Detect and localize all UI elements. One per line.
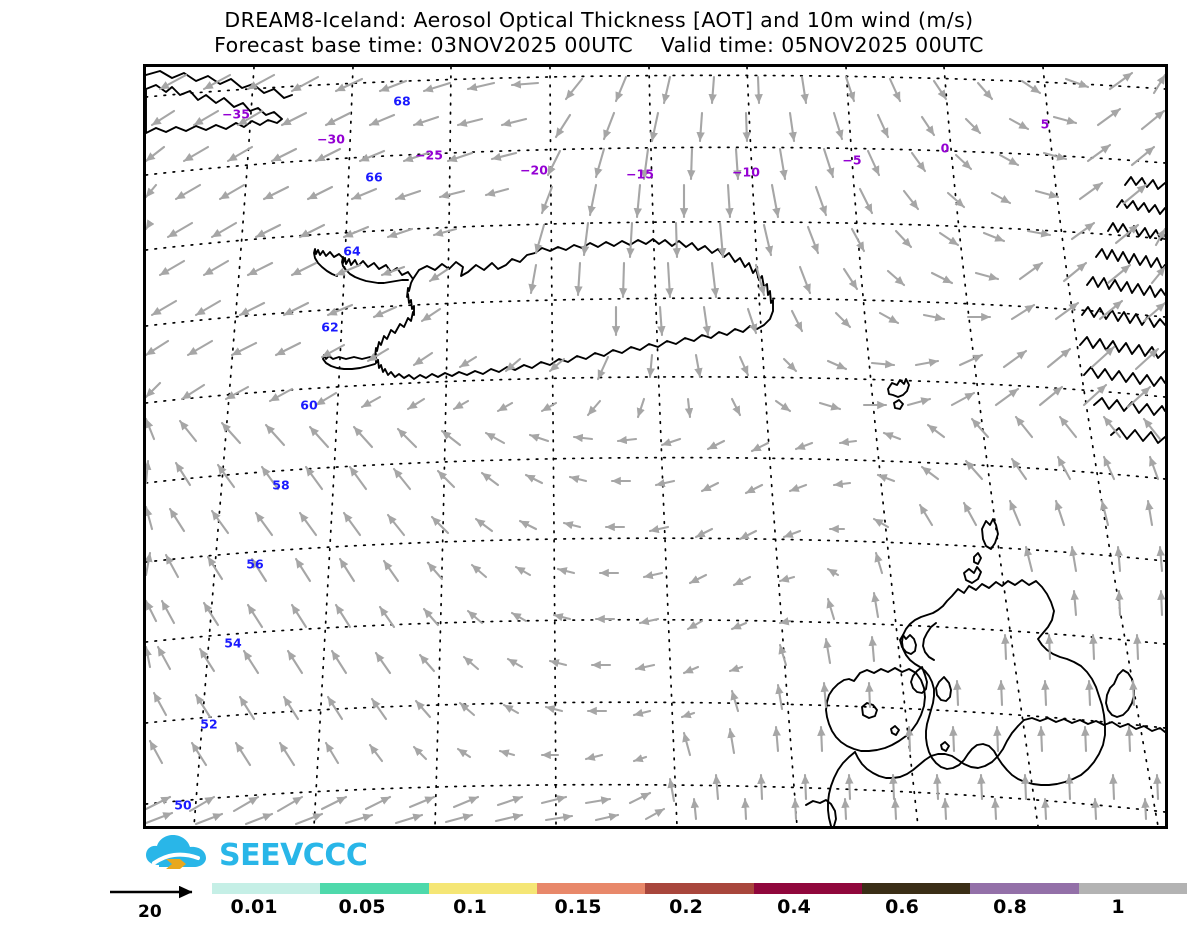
lat-label-60: 60 — [300, 397, 318, 413]
colorbar-tick-8: 1 — [1111, 896, 1125, 918]
colorbar-tick-3: 0.15 — [554, 896, 602, 918]
wind-vector-field — [146, 71, 1165, 826]
colorbar-segment-8 — [970, 883, 1079, 894]
lon-label-m25: −25 — [415, 147, 443, 163]
cloud-icon — [146, 835, 206, 869]
chart-title-block: DREAM8-Iceland: Aerosol Optical Thicknes… — [0, 8, 1198, 58]
colorbar-segment-9 — [1078, 883, 1187, 894]
colorbar-tick-6: 0.6 — [885, 896, 919, 918]
colorbar-tick-labels: 0.01 0.05 0.1 0.15 0.2 0.4 0.6 0.8 1 — [212, 896, 1187, 922]
wind-scale-label: 20 — [138, 902, 162, 922]
colorbar-segment-2 — [320, 883, 429, 894]
lat-label-62: 62 — [321, 319, 339, 335]
wind-scale-key: 20 — [108, 884, 212, 924]
colorbar-segment-4 — [536, 883, 646, 894]
map-panel[interactable]: 50 52 54 56 58 60 62 64 66 68 −35 −30 −2… — [143, 64, 1168, 829]
lat-label-68: 68 — [393, 93, 411, 109]
colorbar-segment-3 — [428, 883, 537, 894]
coastlines — [146, 70, 1165, 826]
lon-label-m10: −10 — [732, 164, 760, 180]
colorbar-segment-1 — [212, 883, 321, 894]
lon-label-m30: −30 — [317, 131, 345, 147]
colorbar[interactable] — [212, 883, 1187, 894]
lon-label-5: 5 — [1040, 116, 1050, 132]
lat-label-56: 56 — [246, 556, 264, 572]
lat-label-54: 54 — [224, 635, 242, 651]
lon-label-m35: −35 — [222, 106, 250, 122]
lon-label-m15: −15 — [626, 166, 654, 182]
lat-label-58: 58 — [272, 477, 290, 493]
graticule-lines — [146, 67, 1165, 826]
colorbar-tick-4: 0.2 — [669, 896, 703, 918]
logo-text: SEEVCCC — [219, 837, 368, 873]
lon-label-m5: −5 — [842, 152, 862, 168]
colorbar-tick-7: 0.8 — [993, 896, 1027, 918]
page-title: DREAM8-Iceland: Aerosol Optical Thicknes… — [224, 8, 974, 32]
chart-subtitle: Forecast base time: 03NOV2025 00UTC Vali… — [214, 33, 984, 57]
lat-label-66: 66 — [365, 169, 383, 185]
lon-label-m20: −20 — [520, 162, 548, 178]
wind-arrow-icon — [110, 885, 193, 899]
lon-label-0: 0 — [940, 140, 950, 156]
colorbar-tick-1: 0.05 — [338, 896, 386, 918]
colorbar-tick-5: 0.4 — [777, 896, 811, 918]
seevccc-logo[interactable]: SEEVCCC — [146, 834, 368, 876]
arrow-icon — [166, 859, 186, 869]
map-canvas — [146, 67, 1165, 826]
colorbar-tick-2: 0.1 — [453, 896, 487, 918]
lat-label-64: 64 — [343, 243, 361, 259]
lat-label-52: 52 — [200, 716, 218, 732]
colorbar-segment-7 — [861, 883, 971, 894]
lat-label-50: 50 — [174, 797, 192, 813]
colorbar-segment-6 — [753, 883, 862, 894]
colorbar-segment-5 — [645, 883, 754, 894]
colorbar-tick-0: 0.01 — [230, 896, 278, 918]
